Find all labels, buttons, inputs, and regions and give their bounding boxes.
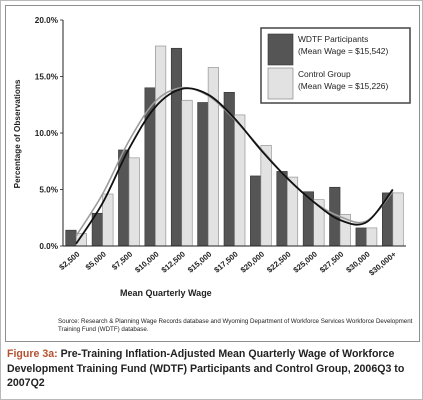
bar-wdtf-2	[118, 149, 130, 247]
legend-swatch-control	[267, 67, 294, 100]
x-tick-label-2: $7,500	[110, 249, 135, 272]
y-tick-label-3: 15.0%	[35, 73, 59, 82]
chart-container: 0.0% 5.0% 10.0% 15.0% 20.0% $2,500 $5,000 $7,50…	[5, 5, 420, 342]
x-tick-label-10: $27,500	[318, 249, 346, 274]
legend-label-control: Control Group	[298, 69, 351, 79]
x-tick-label-6: $17,500	[212, 249, 240, 274]
legend-sublabel-wdtf: (Mean Wage = $15,542)	[298, 46, 388, 56]
bar-control-2	[128, 157, 140, 247]
bar-control-12	[392, 192, 404, 247]
bar-control-4	[181, 99, 193, 247]
bar-wdtf-7	[250, 175, 262, 247]
x-tick-label-4: $12,500	[160, 249, 188, 274]
x-tick-label-8: $22,500	[265, 249, 293, 274]
y-tick-label-4: 20.0%	[35, 16, 59, 25]
legend: WDTF Participants (Mean Wage = $15,542) …	[260, 27, 411, 104]
source-note: Source: Research & Planning Wage Records…	[58, 318, 413, 334]
x-tick-label-0: $2,500	[57, 249, 82, 272]
legend-label-wdtf: WDTF Participants	[298, 34, 368, 44]
y-tick-label-1: 5.0%	[39, 186, 58, 195]
caption-text: Pre-Training Inflation-Adjusted Mean Qua…	[7, 348, 405, 389]
trendline-wdtf	[75, 87, 394, 245]
bar-wdtf-5	[197, 102, 209, 247]
bar-control-3	[155, 45, 167, 247]
trend-layer	[75, 86, 394, 245]
legend-swatch-wdtf	[267, 33, 294, 66]
y-axis-label: Percentage of Observations	[13, 79, 22, 188]
bar-wdtf-11	[355, 227, 367, 247]
bar-control-6	[234, 114, 246, 247]
bar-wdtf-0	[65, 229, 77, 247]
x-tick-label-7: $20,000	[239, 249, 267, 274]
bars-layer	[65, 45, 404, 247]
bar-wdtf-8	[276, 171, 288, 247]
x-tick-label-5: $15,000	[186, 249, 214, 274]
x-tick-label-1: $5,000	[84, 249, 109, 272]
bar-control-11	[366, 227, 378, 247]
x-tick-label-12: $30,000+	[367, 249, 398, 277]
y-tick-label-2: 10.0%	[35, 129, 59, 138]
bar-wdtf-4	[170, 47, 183, 247]
figure-caption: Figure 3a: Pre-Training Inflation-Adjust…	[7, 347, 417, 391]
caption-lead: Figure 3a:	[7, 348, 58, 360]
x-tick-label-9: $25,000	[292, 249, 320, 274]
bar-control-5	[207, 67, 219, 247]
legend-sublabel-control: (Mean Wage = $15,226)	[298, 81, 388, 91]
x-axis-label: Mean Quarterly Wage	[120, 288, 212, 298]
histogram-chart: 0.0% 5.0% 10.0% 15.0% 20.0% $2,500 $5,000 $7,50…	[13, 16, 411, 298]
x-tick-label-3: $10,000	[133, 249, 161, 274]
y-tick-label-0: 0.0%	[39, 242, 58, 251]
